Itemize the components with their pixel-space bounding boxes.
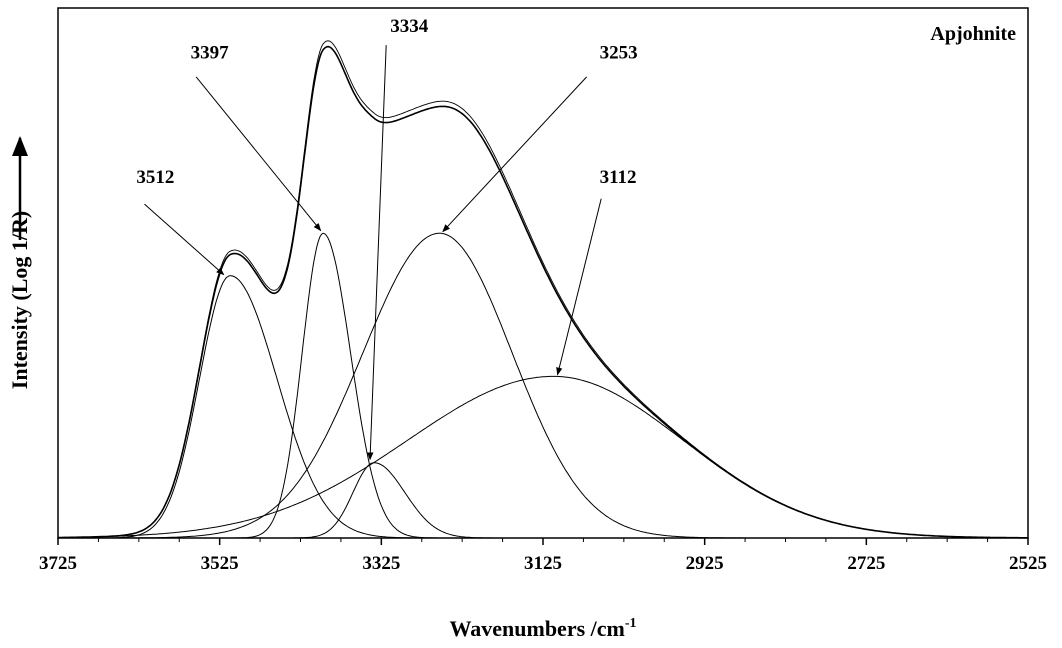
x-axis-title-main: Wavenumbers /cm	[449, 616, 624, 641]
x-tick-label-3325: 3325	[362, 553, 400, 574]
chart-title: Apjohnite	[930, 23, 1016, 45]
peak-arrow-3512	[144, 203, 225, 276]
y-axis-title: Intensity (Log 1/R)	[7, 211, 32, 389]
measured-spectrum	[58, 40, 1028, 539]
x-tick-label-3725: 3725	[39, 553, 77, 574]
peak-label-3512: 3512	[136, 167, 174, 188]
component-curve-3512	[58, 275, 1028, 539]
peak-annotations: 3512 3397 3334 3253 3112	[136, 16, 638, 461]
peak-label-3112: 3112	[600, 167, 637, 188]
x-tick-label-2725: 2725	[847, 553, 885, 574]
peak-arrow-3397	[195, 76, 322, 232]
peak-arrow-3253	[442, 76, 588, 233]
component-curve-3253	[58, 232, 1028, 539]
plot-frame	[57, 7, 1029, 539]
component-curve-3112	[58, 375, 1028, 539]
peak-arrow-3334	[367, 45, 387, 461]
x-tick-label-3525: 3525	[201, 553, 239, 574]
peak-label-3334: 3334	[390, 16, 429, 37]
peak-label-3253: 3253	[600, 42, 638, 63]
sum-curve	[58, 45, 1028, 539]
x-axis-title-superscript: -1	[625, 616, 637, 631]
x-tick-label-2525: 2525	[1009, 553, 1047, 574]
peak-label-3397: 3397	[191, 42, 230, 63]
component-curve-3397	[58, 232, 1028, 539]
component-curves	[58, 40, 1028, 539]
x-axis-title: Wavenumbers /cm-1	[449, 616, 636, 641]
y-axis-title-group: Intensity (Log 1/R)	[7, 211, 32, 389]
x-tick-label-2925: 2925	[686, 553, 724, 574]
x-tick-label-3125: 3125	[524, 553, 562, 574]
peak-arrow-3112	[556, 198, 602, 376]
component-curve-3334	[58, 462, 1028, 539]
x-axis: 3725 3525 3325 3125 2925 2725 2525	[39, 538, 1047, 574]
